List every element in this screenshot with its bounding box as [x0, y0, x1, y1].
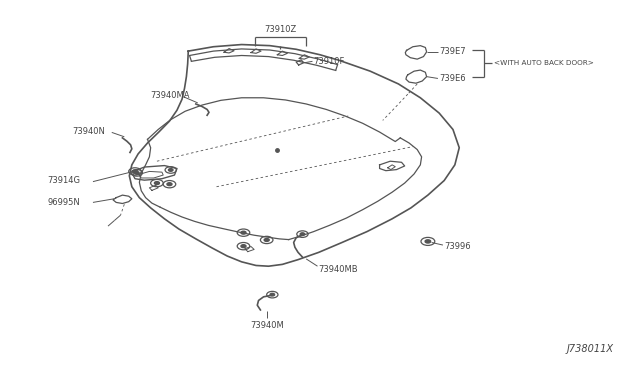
- Text: 73996: 73996: [444, 242, 471, 251]
- Text: 73940MB: 73940MB: [319, 264, 358, 274]
- Circle shape: [264, 238, 269, 241]
- Circle shape: [241, 231, 246, 234]
- Circle shape: [300, 233, 305, 235]
- Text: 73914G: 73914G: [47, 176, 80, 185]
- Text: 739E7: 739E7: [439, 47, 466, 56]
- Circle shape: [168, 169, 173, 171]
- Circle shape: [167, 183, 172, 186]
- Circle shape: [154, 182, 159, 185]
- Circle shape: [241, 245, 246, 248]
- Text: <WITH AUTO BACK DOOR>: <WITH AUTO BACK DOOR>: [494, 60, 594, 66]
- Text: 73940MA: 73940MA: [150, 91, 190, 100]
- Text: J738011X: J738011X: [566, 344, 614, 354]
- Circle shape: [270, 294, 275, 296]
- Text: 73940N: 73940N: [72, 127, 105, 136]
- Circle shape: [132, 170, 138, 173]
- Text: 73910F: 73910F: [314, 57, 345, 66]
- Circle shape: [134, 171, 139, 174]
- Text: 73910Z: 73910Z: [264, 25, 296, 33]
- Text: 739E6: 739E6: [439, 74, 466, 83]
- Text: 96995N: 96995N: [47, 198, 80, 207]
- Circle shape: [425, 240, 431, 243]
- Text: 73940M: 73940M: [250, 321, 284, 330]
